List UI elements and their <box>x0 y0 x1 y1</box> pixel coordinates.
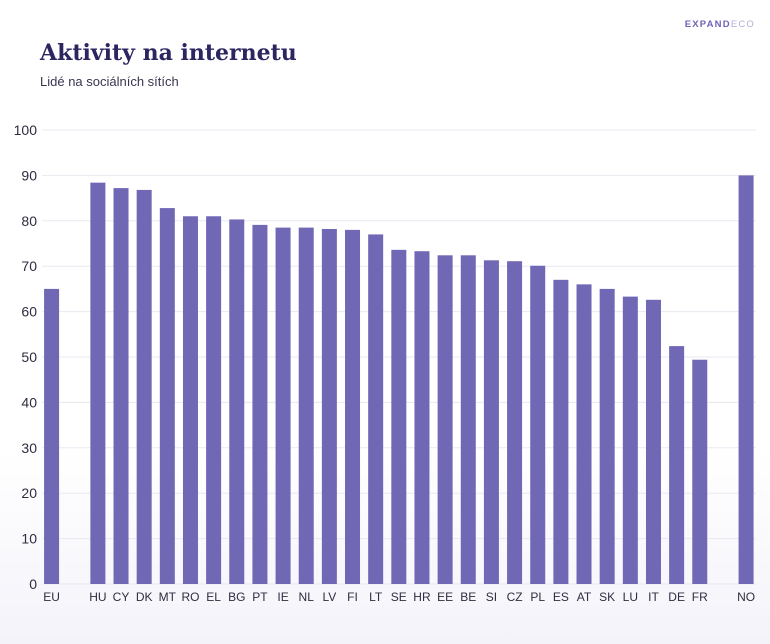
bar-bg <box>229 219 245 584</box>
x-tick-label-lu: LU <box>623 590 638 604</box>
chart-subtitle: Lidé na sociálních sítích <box>40 74 179 89</box>
bar-no <box>738 175 754 584</box>
x-tick-label-de: DE <box>668 590 685 604</box>
chart-title: Aktivity na internetu <box>40 40 297 66</box>
x-tick-label-eu: EU <box>43 590 60 604</box>
x-tick-label-fi: FI <box>347 590 358 604</box>
y-tick-label: 80 <box>21 213 37 229</box>
bar-es <box>553 279 569 584</box>
y-tick-label: 90 <box>21 167 37 183</box>
x-tick-label-pt: PT <box>252 590 268 604</box>
y-tick-label: 30 <box>21 440 37 456</box>
y-tick-label: 100 <box>14 122 38 138</box>
y-tick-label: 20 <box>21 485 37 501</box>
brand-logo: EXPANDECO <box>685 19 755 30</box>
y-tick-label: 70 <box>21 258 37 274</box>
brand-logo-light: ECO <box>730 19 755 30</box>
bar-eu <box>44 288 60 584</box>
bar-si <box>483 260 499 584</box>
bar-el <box>206 216 222 584</box>
y-axis-ticks: 0 10 20 30 40 50 60 70 80 90 100 <box>14 122 38 592</box>
y-tick-label: 50 <box>21 349 37 365</box>
x-tick-label-be: BE <box>460 590 476 604</box>
x-tick-label-si: SI <box>486 590 497 604</box>
bar-fr <box>692 359 708 584</box>
y-tick-label: 0 <box>29 576 37 592</box>
x-tick-label-cz: CZ <box>507 590 523 604</box>
bar-at <box>576 284 592 584</box>
x-tick-label-lv: LV <box>322 590 336 604</box>
x-tick-label-hr: HR <box>413 590 431 604</box>
bar-fi <box>345 229 361 584</box>
x-tick-label-dk: DK <box>136 590 153 604</box>
x-tick-label-ee: EE <box>437 590 453 604</box>
bar-nl <box>298 227 314 585</box>
x-tick-label-es: ES <box>553 590 569 604</box>
bar-pt <box>252 224 268 584</box>
bar-sk <box>599 288 615 584</box>
bar-hr <box>414 251 430 584</box>
x-tick-label-lt: LT <box>369 590 383 604</box>
bar-cz <box>507 261 523 584</box>
bar-lu <box>622 296 638 584</box>
x-tick-label-el: EL <box>206 590 221 604</box>
bar-ee <box>437 255 453 585</box>
x-tick-label-no: NO <box>737 590 755 604</box>
x-tick-label-cy: CY <box>113 590 130 604</box>
brand-logo-bold: EXPAND <box>684 19 731 30</box>
x-tick-label-nl: NL <box>299 590 315 604</box>
x-tick-label-mt: MT <box>159 590 177 604</box>
x-tick-label-hu: HU <box>89 590 106 604</box>
bar-it <box>645 299 661 584</box>
bar-se <box>391 249 407 585</box>
bar-de <box>669 346 685 584</box>
x-tick-label-sk: SK <box>599 590 615 604</box>
y-tick-label: 40 <box>21 394 37 410</box>
bars <box>44 175 754 585</box>
bar-ro <box>182 216 198 584</box>
y-tick-label: 10 <box>21 531 37 547</box>
x-tick-label-ie: IE <box>277 590 288 604</box>
bar-hu <box>90 182 106 584</box>
x-tick-label-at: AT <box>577 590 592 604</box>
bar-pl <box>530 265 546 584</box>
bar-ie <box>275 227 291 585</box>
x-tick-label-ro: RO <box>181 590 199 604</box>
bar-lv <box>321 228 337 584</box>
bar-cy <box>113 188 129 585</box>
x-tick-label-it: IT <box>648 590 659 604</box>
x-tick-label-fr: FR <box>692 590 708 604</box>
y-tick-label: 60 <box>21 304 37 320</box>
bar-dk <box>136 189 152 584</box>
x-tick-label-pl: PL <box>530 590 545 604</box>
bar-lt <box>368 234 384 585</box>
x-axis-labels: EU HU CY DK MT RO EL BG PT IE NL LV FI LT SE HR EE BE SI CZ… <box>43 590 755 604</box>
bar-mt <box>159 208 175 584</box>
bar-be <box>460 255 476 585</box>
x-tick-label-bg: BG <box>228 590 245 604</box>
x-tick-label-se: SE <box>391 590 407 604</box>
